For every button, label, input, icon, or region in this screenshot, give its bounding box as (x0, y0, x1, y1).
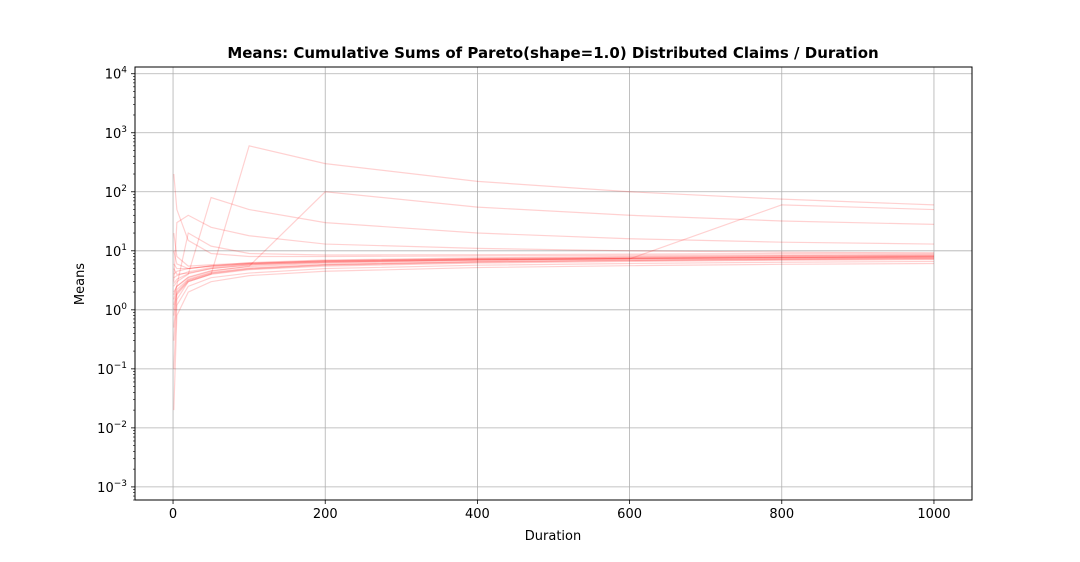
y-tick-label: 102 (105, 184, 127, 201)
series-line (173, 214, 934, 282)
y-tick-label: 10−1 (97, 361, 127, 378)
series-line (173, 204, 934, 275)
x-tick-label: 0 (169, 507, 177, 522)
y-tick-label: 10−3 (97, 479, 127, 496)
series-line (173, 232, 934, 267)
x-tick-label: 200 (313, 507, 338, 522)
series-line (173, 257, 934, 306)
grid-lines (135, 67, 972, 500)
x-tick-label: 600 (617, 507, 642, 522)
series-line (173, 255, 934, 270)
series-line (173, 145, 934, 328)
y-tick-label: 101 (105, 243, 127, 260)
series-line (173, 260, 934, 369)
series-line (173, 256, 934, 284)
plot-lines (173, 145, 934, 411)
series-line (173, 191, 934, 300)
y-axis-ticks: 10−3 10−2 10−1 100 101 102 103 104 (97, 66, 135, 501)
series-line (173, 254, 934, 279)
chart-title: Means: Cumulative Sums of Pareto(shape=1… (227, 44, 878, 62)
plot-frame (134, 66, 973, 501)
y-tick-label: 10−2 (97, 420, 127, 437)
series-line (173, 256, 934, 293)
series-line (173, 256, 934, 275)
series-line (173, 173, 934, 258)
series-line (173, 258, 934, 316)
y-tick-label: 104 (105, 66, 128, 83)
x-axis-ticks: 0 200 400 600 800 1000 (169, 500, 951, 522)
y-axis-label: Means (73, 263, 88, 305)
series-line (173, 232, 934, 295)
x-axis-label: Duration (525, 529, 581, 544)
series-line (173, 250, 934, 270)
x-tick-label: 800 (769, 507, 794, 522)
series-line (173, 262, 934, 411)
series-line (173, 257, 934, 310)
x-tick-label: 1000 (917, 507, 950, 522)
series-line (173, 196, 934, 287)
y-tick-label: 103 (105, 125, 127, 142)
x-tick-label: 400 (465, 507, 490, 522)
series-line (173, 258, 934, 341)
y-tick-label: 100 (105, 302, 128, 319)
